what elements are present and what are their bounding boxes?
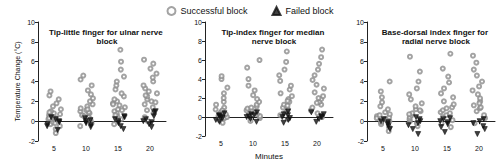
svg-text:5: 5 [52, 145, 56, 152]
svg-text:nerve block: nerve block [252, 37, 297, 46]
svg-text:4: 4 [198, 76, 202, 83]
svg-text:Failed block: Failed block [286, 6, 335, 16]
svg-text:15: 15 [114, 145, 122, 152]
svg-text:8: 8 [198, 38, 202, 45]
svg-text:8: 8 [360, 38, 364, 45]
svg-text:10: 10 [411, 145, 419, 152]
svg-text:0: 0 [360, 118, 364, 125]
svg-text:0: 0 [198, 114, 202, 121]
svg-text:Base-dorsal index finger for: Base-dorsal index finger for [382, 28, 490, 37]
svg-text:2: 2 [198, 95, 202, 102]
svg-text:15: 15 [281, 140, 289, 147]
svg-text:2: 2 [360, 98, 364, 105]
svg-text:20: 20 [146, 145, 154, 152]
svg-text:Tip-index finger for median: Tip-index finger for median [221, 28, 326, 37]
svg-text:6: 6 [360, 58, 364, 65]
svg-text:5: 5 [219, 140, 223, 147]
svg-text:8: 8 [31, 38, 35, 45]
svg-text:10: 10 [249, 140, 257, 147]
svg-text:10: 10 [82, 145, 90, 152]
svg-text:10: 10 [27, 19, 35, 26]
svg-text:Tip-little finger for ulnar ne: Tip-little finger for ulnar nerve [49, 28, 165, 37]
svg-text:-2: -2 [29, 138, 35, 145]
svg-text:0: 0 [31, 118, 35, 125]
svg-text:Minutes: Minutes [255, 152, 283, 161]
svg-text:2: 2 [31, 98, 35, 105]
svg-text:-2: -2 [196, 133, 202, 140]
svg-text:6: 6 [31, 58, 35, 65]
svg-text:radial nerve block: radial nerve block [402, 37, 471, 46]
svg-text:5: 5 [381, 145, 385, 152]
svg-text:20: 20 [475, 145, 483, 152]
svg-text:block: block [97, 37, 118, 46]
svg-text:10: 10 [194, 19, 202, 26]
svg-text:4: 4 [31, 78, 35, 85]
svg-text:-2: -2 [358, 138, 364, 145]
svg-text:4: 4 [360, 78, 364, 85]
svg-text:10: 10 [356, 19, 364, 26]
svg-text:6: 6 [198, 57, 202, 64]
svg-text:Temperature Change (°C): Temperature Change (°C) [14, 41, 22, 121]
svg-text:Successful block: Successful block [180, 6, 248, 16]
svg-text:15: 15 [443, 145, 451, 152]
svg-text:20: 20 [313, 140, 321, 147]
